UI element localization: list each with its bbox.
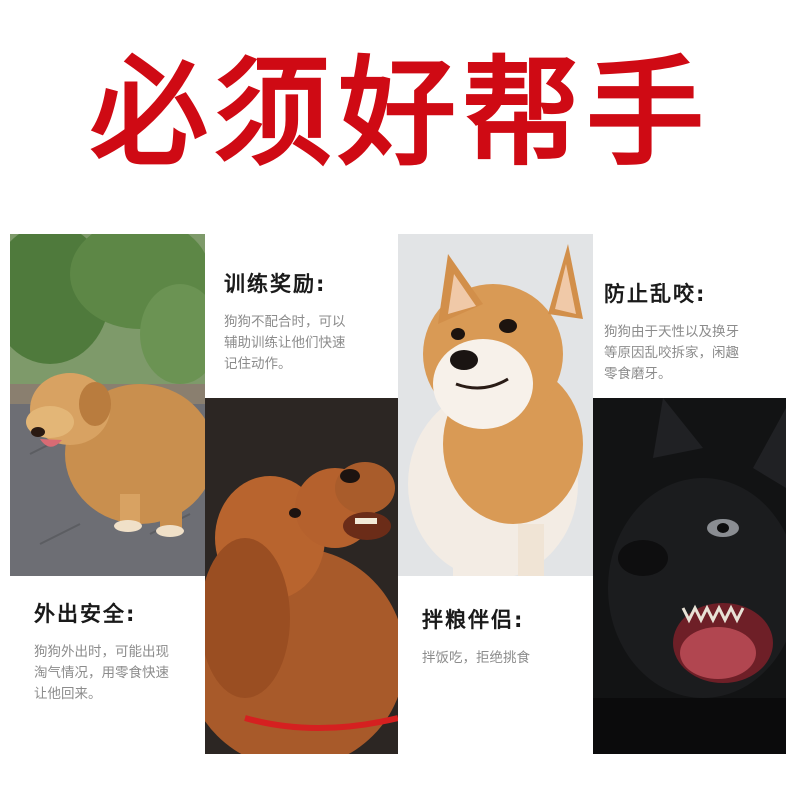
desc-line: 辅助训练让他们快速 <box>224 335 346 351</box>
feature-heading: 外出安全: <box>34 602 137 626</box>
desc-line: 让他回来。 <box>34 686 102 702</box>
desc-line: 零食磨牙。 <box>604 366 672 382</box>
golden-retriever-photo <box>10 234 205 576</box>
feature-training: 训练奖励: 狗狗不配合时，可以 辅助训练让他们快速 记住动作。 <box>224 268 394 375</box>
poodle-photo <box>205 398 398 754</box>
feature-desc: 狗狗由于天性以及换牙 等原因乱咬拆家，闲趣 零食磨牙。 <box>604 322 794 385</box>
desc-line: 淘气情况，用零食快速 <box>34 665 169 681</box>
feature-heading: 训练奖励: <box>224 272 327 296</box>
feature-desc: 狗狗外出时，可能出现 淘气情况，用零食快速 让他回来。 <box>34 642 204 705</box>
desc-line: 狗狗外出时，可能出现 <box>34 644 169 660</box>
feature-heading: 拌粮伴侣: <box>422 608 525 632</box>
desc-line: 狗狗不配合时，可以 <box>224 314 346 330</box>
feature-heading: 防止乱咬: <box>604 282 707 306</box>
desc-line: 拌饭吃，拒绝挑食 <box>422 650 530 666</box>
french-bulldog-photo <box>593 398 786 754</box>
feature-mix-food: 拌粮伴侣: 拌饭吃，拒绝挑食 <box>422 604 587 669</box>
desc-line: 狗狗由于天性以及换牙 <box>604 324 739 340</box>
shiba-inu-photo <box>398 234 593 576</box>
feature-desc: 狗狗不配合时，可以 辅助训练让他们快速 记住动作。 <box>224 312 394 375</box>
desc-line: 等原因乱咬拆家，闲趣 <box>604 345 739 361</box>
feature-anti-chew: 防止乱咬: 狗狗由于天性以及换牙 等原因乱咬拆家，闲趣 零食磨牙。 <box>604 278 794 385</box>
feature-outdoor-safety: 外出安全: 狗狗外出时，可能出现 淘气情况，用零食快速 让他回来。 <box>34 598 204 705</box>
feature-desc: 拌饭吃，拒绝挑食 <box>422 648 587 669</box>
desc-line: 记住动作。 <box>224 356 292 372</box>
page-title: 必须好帮手 <box>89 44 710 182</box>
